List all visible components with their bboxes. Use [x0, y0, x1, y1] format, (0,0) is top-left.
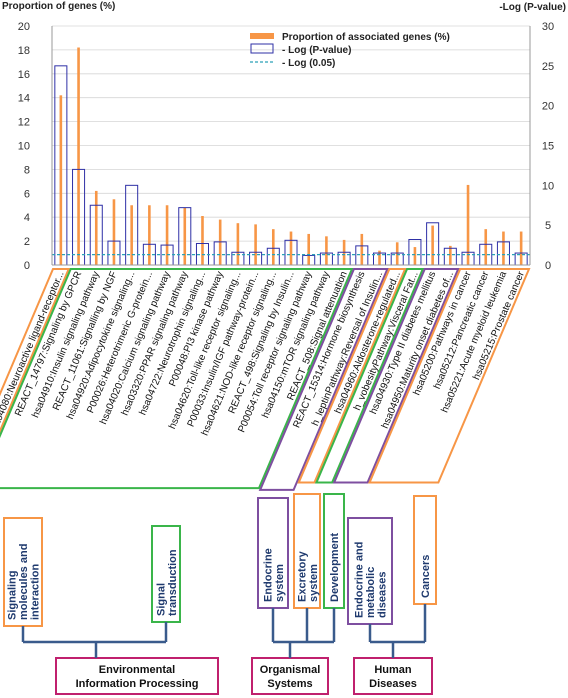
- legend-label-proportion: Proportion of associated genes (%): [282, 32, 450, 43]
- proportion-bar: [413, 247, 417, 265]
- y-left-tick-label: 14: [18, 93, 30, 105]
- axes: 0 2 4 6 8 10 12 14 16 18 20 0 5 10 15 20 25 30: [18, 21, 554, 272]
- top-category-label: Systems: [267, 678, 312, 690]
- proportion-bar: [289, 231, 293, 265]
- y-right-tick-label: 0: [545, 260, 551, 272]
- subcategory-label: Cancers: [420, 555, 432, 598]
- subcategory-label: Signal: [155, 583, 167, 616]
- tree-connectors: [21, 604, 427, 658]
- subcategory-label: Development: [329, 533, 341, 602]
- proportion-bar: [378, 250, 381, 265]
- proportion-bar: [201, 216, 204, 265]
- legend[interactable]: Proportion of associated genes (%) - Log …: [250, 32, 450, 69]
- y-right-tick-label: 10: [542, 180, 554, 192]
- subcategory-label: molecules and: [18, 544, 30, 620]
- top-category-label: Human: [374, 664, 412, 676]
- legend-swatch-pvalue: [250, 43, 274, 54]
- y-left-tick-label: 0: [24, 260, 30, 272]
- top-category-label: Information Processing: [76, 678, 199, 690]
- label-group-outline: [297, 268, 407, 484]
- proportion-bar: [325, 236, 328, 265]
- proportion-bars: [59, 47, 523, 266]
- subcategory-label: Endocrine and: [354, 542, 366, 618]
- proportion-bar: [112, 199, 116, 265]
- y-right-tick-label: 15: [542, 141, 554, 153]
- proportion-bar: [59, 95, 63, 265]
- proportion-bar: [449, 245, 452, 265]
- y-right-tick-label: 20: [542, 101, 554, 113]
- subcategory-box: [257, 497, 289, 609]
- y-left-tick-label: 10: [18, 141, 30, 153]
- proportion-bar: [271, 229, 275, 265]
- y-right-tick-label: 25: [542, 61, 554, 73]
- top-category-boxes: Environmental Information Processing Organ…: [55, 657, 433, 695]
- subcategory-label: system: [274, 564, 286, 602]
- subcategory-boxes: Signaling molecules and interaction Signal t…: [0, 268, 531, 627]
- legend-label-pvalue: - Log (P-value): [282, 45, 351, 56]
- legend-swatch-proportion: [250, 33, 274, 39]
- subcategory-label: Signaling: [7, 571, 19, 621]
- subcategory-label: metabolic: [365, 567, 377, 618]
- legend-label-threshold: - Log (0.05): [282, 58, 335, 69]
- proportion-bar: [484, 229, 488, 265]
- subcategory-label: Excretory: [296, 550, 308, 602]
- top-category-label: Diseases: [369, 678, 417, 690]
- proportion-bar: [165, 205, 169, 265]
- proportion-bar: [94, 190, 98, 265]
- label-group-outline: [0, 268, 354, 490]
- label-group-outline: [0, 268, 71, 434]
- proportion-bar: [183, 207, 187, 265]
- subcategory-label: Endocrine: [262, 548, 274, 602]
- y-left-tick-label: 2: [24, 236, 30, 248]
- top-category-label: Environmental: [99, 664, 175, 676]
- label-group-outline: [368, 268, 531, 484]
- y-right-tick-label: 5: [545, 220, 551, 232]
- y-left-tick-label: 4: [24, 212, 30, 224]
- y-left-axis-label: Proportion of genes (%): [2, 1, 115, 12]
- subcategory-label: system: [308, 564, 320, 602]
- proportion-bar: [502, 231, 505, 265]
- subcategory-box: [347, 517, 393, 625]
- y-left-tick-label: 6: [24, 188, 30, 200]
- proportion-bar: [130, 205, 133, 265]
- proportion-bar: [519, 231, 523, 265]
- y-left-tick-label: 16: [18, 69, 30, 81]
- subcategory-label: diseases: [377, 572, 389, 618]
- y-right-axis-label: -Log (P-value): [499, 2, 566, 13]
- y-right-tick-label: 30: [542, 21, 554, 33]
- proportion-bar: [236, 223, 240, 265]
- proportion-bar: [360, 233, 364, 265]
- y-left-tick-label: 8: [24, 164, 30, 176]
- top-category-box: [251, 657, 329, 695]
- label-group-outline: [332, 268, 460, 484]
- label-group-outline: [314, 268, 425, 484]
- subcategory-box: [151, 525, 181, 623]
- proportion-bar: [148, 205, 151, 265]
- subcategory-label: transduction: [167, 549, 179, 616]
- proportion-bar: [307, 233, 311, 265]
- top-category-box: [353, 657, 433, 695]
- proportion-bar: [431, 225, 434, 265]
- top-category-label: Organismal: [260, 664, 321, 676]
- subcategory-box: [293, 493, 321, 609]
- proportion-bar: [395, 242, 399, 265]
- subcategory-label: interaction: [30, 563, 42, 620]
- top-category-box: [55, 657, 219, 695]
- proportion-bar: [254, 224, 257, 265]
- y-left-tick-label: 18: [18, 45, 30, 57]
- y-left-tick-label: 12: [18, 117, 30, 129]
- proportion-bar: [77, 47, 80, 266]
- y-left-tick-label: 20: [18, 21, 30, 33]
- label-group-outline: [258, 268, 389, 491]
- proportion-bar: [466, 184, 470, 265]
